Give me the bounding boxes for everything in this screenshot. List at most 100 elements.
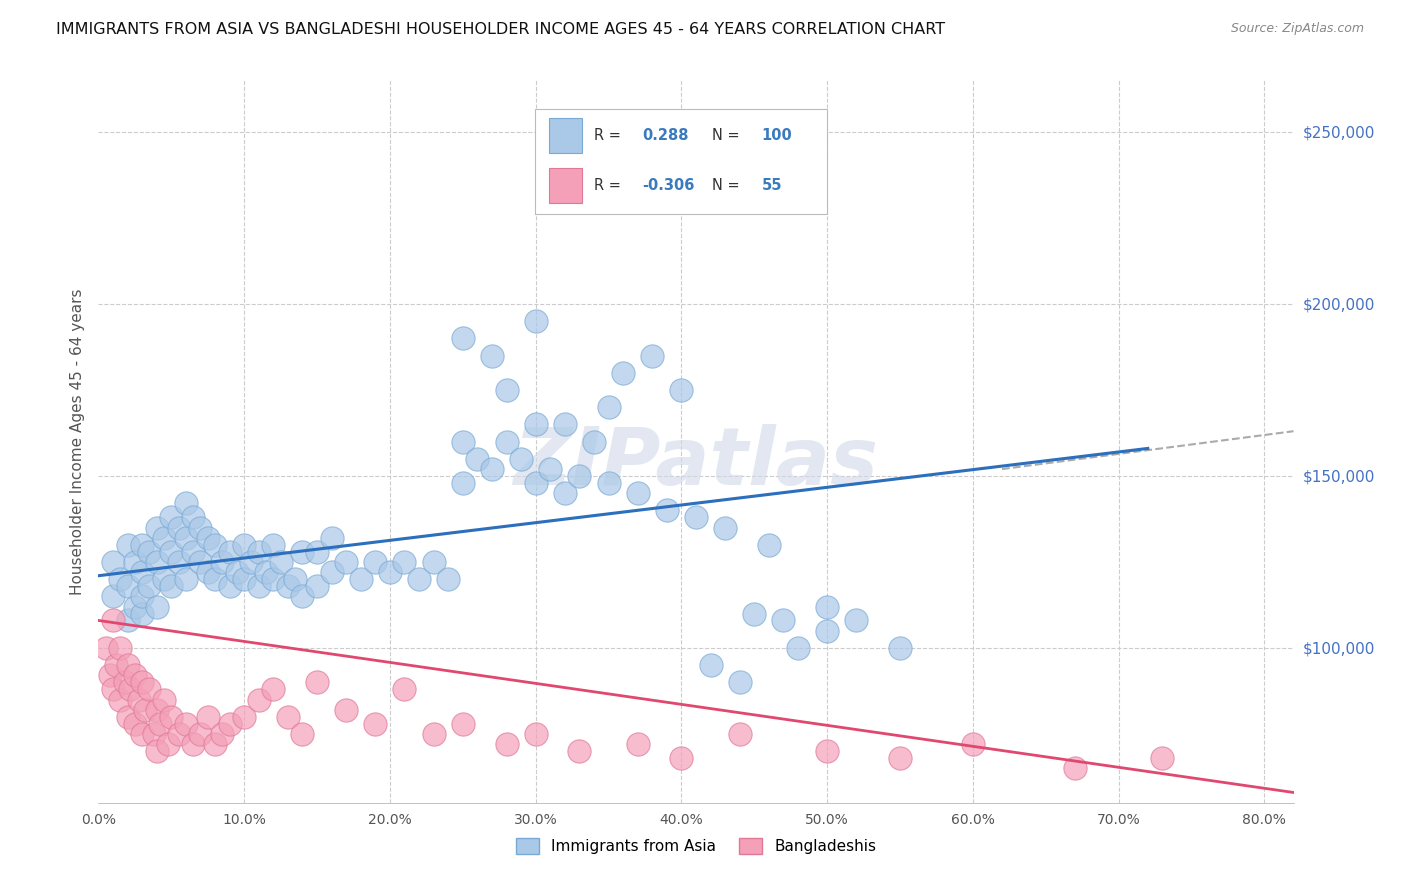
Point	[291, 544, 314, 558]
Point	[728, 727, 751, 741]
Point	[524, 417, 547, 432]
Point	[1152, 751, 1174, 765]
Point	[124, 599, 146, 614]
Text: -0.306: -0.306	[643, 178, 695, 194]
Point	[554, 417, 576, 432]
Text: R =: R =	[595, 178, 626, 194]
Point	[167, 727, 190, 741]
Text: IMMIGRANTS FROM ASIA VS BANGLADESHI HOUSEHOLDER INCOME AGES 45 - 64 YEARS CORREL: IMMIGRANTS FROM ASIA VS BANGLADESHI HOUS…	[56, 22, 945, 37]
Point	[627, 737, 650, 751]
Point	[422, 555, 444, 569]
Point	[467, 451, 489, 466]
Point	[305, 675, 328, 690]
Point	[124, 668, 146, 682]
Point	[167, 520, 190, 534]
Point	[101, 682, 124, 697]
Point	[815, 744, 838, 758]
Point	[124, 555, 146, 569]
Point	[190, 555, 212, 569]
Point	[699, 658, 721, 673]
Point	[145, 703, 167, 717]
Point	[174, 496, 197, 510]
Point	[160, 544, 183, 558]
Point	[247, 544, 270, 558]
Point	[101, 555, 124, 569]
Point	[305, 579, 328, 593]
Point	[190, 520, 212, 534]
Point	[524, 727, 547, 741]
Point	[181, 544, 204, 558]
Point	[291, 727, 314, 741]
Point	[124, 716, 146, 731]
Point	[598, 400, 620, 414]
Point	[378, 566, 401, 580]
Point	[197, 566, 219, 580]
Point	[138, 579, 160, 593]
Point	[160, 710, 183, 724]
Point	[131, 727, 153, 741]
Point	[321, 531, 343, 545]
Point	[254, 566, 277, 580]
Point	[495, 383, 517, 397]
Point	[495, 737, 517, 751]
Point	[218, 544, 240, 558]
Point	[153, 572, 176, 586]
Point	[582, 434, 605, 449]
Point	[157, 737, 180, 751]
Point	[815, 624, 838, 638]
Point	[134, 703, 156, 717]
Point	[524, 314, 547, 328]
Point	[284, 572, 307, 586]
Point	[889, 640, 911, 655]
Point	[481, 462, 503, 476]
Point	[350, 572, 373, 586]
Point	[174, 572, 197, 586]
Point	[114, 675, 136, 690]
Point	[190, 727, 212, 741]
Point	[117, 658, 139, 673]
Point	[211, 555, 233, 569]
Point	[131, 675, 153, 690]
Point	[110, 572, 132, 586]
Point	[104, 658, 127, 673]
Point	[218, 579, 240, 593]
Point	[94, 640, 117, 655]
Point	[240, 555, 263, 569]
Point	[270, 555, 292, 569]
Point	[554, 486, 576, 500]
Text: N =: N =	[711, 178, 744, 194]
Point	[598, 475, 620, 490]
Point	[262, 538, 284, 552]
Point	[787, 640, 810, 655]
Text: N =: N =	[711, 128, 744, 143]
Point	[138, 682, 160, 697]
Text: R =: R =	[595, 128, 626, 143]
Point	[335, 703, 357, 717]
Point	[117, 614, 139, 628]
Point	[120, 682, 142, 697]
Point	[131, 566, 153, 580]
Point	[364, 555, 387, 569]
Point	[117, 579, 139, 593]
Point	[321, 566, 343, 580]
Point	[174, 716, 197, 731]
Point	[145, 520, 167, 534]
Point	[538, 462, 561, 476]
Point	[117, 538, 139, 552]
Point	[451, 716, 474, 731]
Point	[451, 434, 474, 449]
Point	[233, 572, 256, 586]
Point	[160, 510, 183, 524]
Bar	[548, 169, 582, 203]
Point	[671, 383, 693, 397]
Point	[101, 614, 124, 628]
Text: 55: 55	[762, 178, 782, 194]
Point	[225, 566, 247, 580]
Point	[451, 475, 474, 490]
Point	[305, 544, 328, 558]
Point	[218, 716, 240, 731]
Point	[714, 520, 737, 534]
Point	[167, 555, 190, 569]
Point	[685, 510, 707, 524]
Point	[145, 599, 167, 614]
